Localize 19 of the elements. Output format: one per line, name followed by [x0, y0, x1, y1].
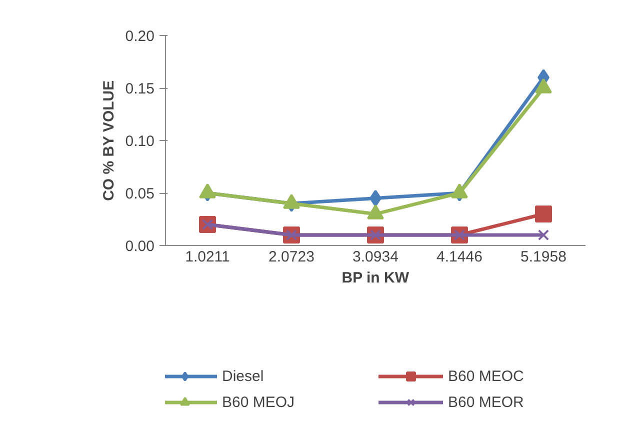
y-tick-label: 0.20	[125, 28, 155, 45]
x-tick-label: 5.1958	[520, 248, 566, 266]
point	[535, 206, 552, 222]
x-tick-label: 4.1446	[436, 248, 482, 266]
x-tick-label: 3.0934	[352, 248, 398, 266]
y-tick-label: 0.10	[125, 133, 155, 150]
x-tick-label: 2.0723	[268, 248, 314, 266]
legend-label: Diesel	[222, 368, 265, 384]
legend-label: B60 MEOC	[448, 368, 525, 384]
y-tick-label: 0.15	[125, 80, 155, 98]
x-axis-title: BP in KW	[342, 270, 410, 286]
y-tick-label: 0.00	[125, 238, 155, 255]
legend-label: B60 MEOJ	[222, 394, 296, 410]
point	[538, 229, 550, 241]
y-axis-title: CO % BY VOLUE	[100, 80, 118, 201]
point	[535, 78, 552, 94]
y-tick-label: 0.05	[125, 186, 155, 202]
x-tick-label: 1.0211	[185, 248, 230, 266]
legend-label: B60 MEOR	[448, 394, 525, 410]
